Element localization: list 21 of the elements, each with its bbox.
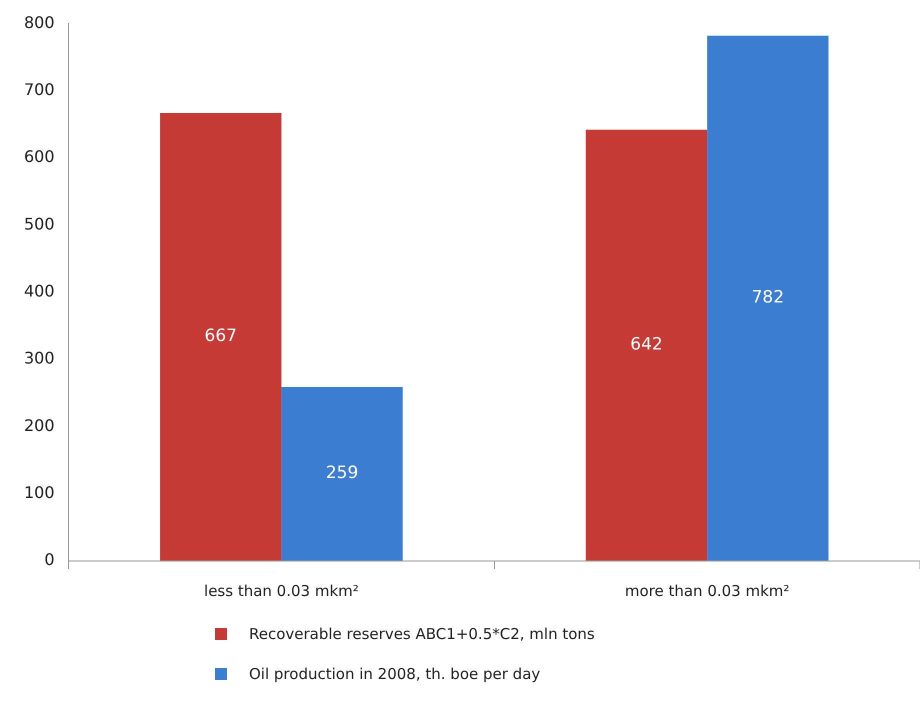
y-tick-label: 200 (24, 416, 55, 435)
bar (281, 387, 403, 560)
bar (707, 36, 828, 560)
y-tick-label: 0 (44, 550, 55, 570)
bar (586, 130, 708, 560)
bar (160, 112, 282, 560)
legend-label: Oil production in 2008, th. boe per day (249, 665, 540, 683)
y-tick-label: 700 (24, 80, 55, 99)
data-label: 642 (630, 334, 663, 355)
y-tick-label: 100 (24, 482, 55, 502)
legend-label: Recoverable reserves ABC1+0.5*C2, mln tons (249, 625, 595, 643)
y-tick-label: 800 (24, 12, 55, 32)
data-label: 259 (326, 463, 358, 484)
y-tick-label: 300 (24, 348, 55, 368)
data-label: 667 (204, 326, 237, 346)
y-tick-label: 600 (24, 147, 55, 166)
x-tick-label: more than 0.03 mkm² (624, 582, 790, 600)
data-label: 782 (752, 288, 784, 308)
y-tick-label: 500 (24, 214, 55, 234)
y-tick-label: 400 (24, 281, 55, 300)
x-tick-label: less than 0.03 mkm² (204, 582, 359, 600)
